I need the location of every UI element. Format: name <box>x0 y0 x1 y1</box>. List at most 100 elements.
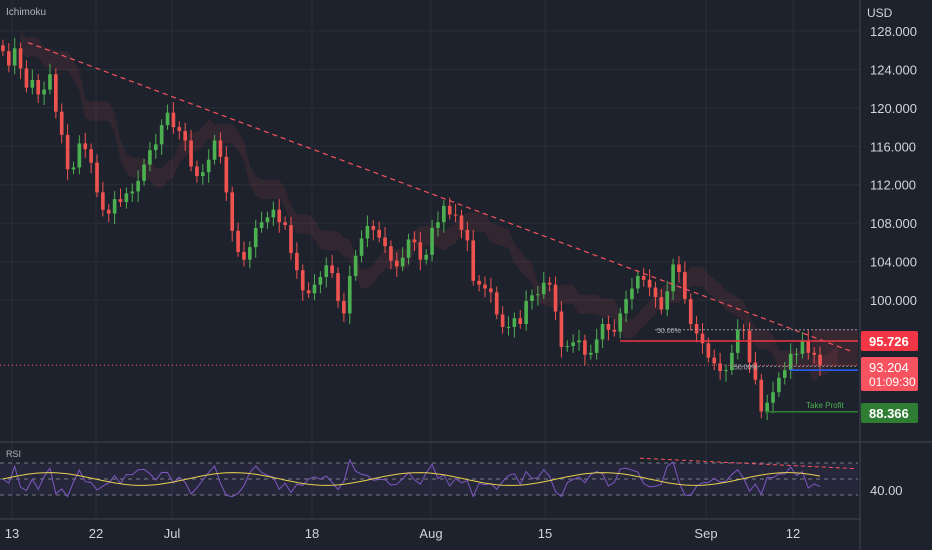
candle-body <box>542 283 546 295</box>
candle-body <box>66 135 70 170</box>
candle-body <box>172 113 176 127</box>
candle-body <box>783 370 787 378</box>
candle-body <box>125 193 129 202</box>
candle-body <box>789 354 793 370</box>
candle-body <box>507 327 511 328</box>
candle-body <box>25 68 29 87</box>
candle-body <box>289 225 293 253</box>
time-tick: 18 <box>305 526 319 541</box>
candle-body <box>454 214 458 215</box>
candle-body <box>225 157 229 193</box>
candle-body <box>677 264 681 272</box>
candle-body <box>513 318 517 327</box>
rsi-label: RSI <box>6 449 21 459</box>
candle-body <box>430 228 434 255</box>
candle-body <box>718 363 722 371</box>
candle-body <box>448 206 452 215</box>
candle-body <box>371 226 375 230</box>
candle-body <box>654 288 658 298</box>
take-profit-value: 88.366 <box>869 406 909 421</box>
candle-body <box>101 192 105 209</box>
candle-body <box>342 301 346 313</box>
candle-body <box>630 288 634 299</box>
candle-body <box>307 290 311 293</box>
countdown-value: 01:09:30 <box>869 375 916 389</box>
candle-body <box>501 314 505 326</box>
candle-body <box>377 230 381 238</box>
candle-body <box>660 297 664 309</box>
price-tick: 124.000 <box>870 62 917 77</box>
candle-body <box>36 80 40 94</box>
current-price-value: 93.204 <box>869 360 909 375</box>
candle-body <box>236 231 240 252</box>
candle-body <box>160 125 164 144</box>
price-tick: 120.000 <box>870 101 917 116</box>
time-tick: 22 <box>89 526 103 541</box>
candle-body <box>648 280 652 288</box>
candle-body <box>183 131 187 141</box>
candle-body <box>89 149 93 162</box>
candle-body <box>148 150 152 164</box>
fib-top-label: 50.00% <box>657 328 681 335</box>
candle-body <box>477 281 481 285</box>
candle-body <box>42 90 46 95</box>
candle-body <box>683 272 687 299</box>
candle-body <box>154 144 158 150</box>
candle-body <box>189 141 193 167</box>
candle-body <box>1 45 5 51</box>
candle-body <box>260 222 264 228</box>
candle-body <box>330 265 334 273</box>
candle-body <box>724 370 728 371</box>
candle-body <box>413 239 417 242</box>
take-profit-badge[interactable]: 88.366 <box>861 403 918 423</box>
price-tick: 116.000 <box>870 139 916 154</box>
candle-body <box>177 127 181 131</box>
candle-body <box>324 265 328 277</box>
candle-body <box>577 340 581 342</box>
candle-body <box>548 283 552 285</box>
candle-body <box>83 143 87 149</box>
price-tick: 104.000 <box>870 255 917 270</box>
candle-body <box>31 80 35 88</box>
time-tick: Jul <box>164 526 181 541</box>
candle-body <box>230 192 234 230</box>
candle-body <box>418 242 422 259</box>
candle-body <box>366 226 370 238</box>
candle-body <box>748 331 752 363</box>
candle-body <box>401 258 405 267</box>
price-tick: 112.000 <box>870 178 916 193</box>
candle-body <box>518 318 522 324</box>
candle-body <box>395 261 399 267</box>
candle-body <box>436 222 440 228</box>
candle-body <box>671 264 675 291</box>
time-tick: 15 <box>538 526 552 541</box>
candle-body <box>777 378 781 392</box>
current-price-badge[interactable]: 93.204 01:09:30 <box>861 357 918 391</box>
resistance-value: 95.726 <box>869 334 909 349</box>
candle-body <box>13 48 17 65</box>
price-tick: 108.000 <box>870 216 917 231</box>
candle-body <box>130 191 134 193</box>
rsi-tick: 40.00 <box>870 483 903 498</box>
time-tick: 12 <box>786 526 800 541</box>
candle-body <box>771 392 775 403</box>
candle-body <box>471 240 475 280</box>
time-tick: Sep <box>694 526 717 541</box>
time-tick: 13 <box>5 526 19 541</box>
candle-body <box>624 299 628 313</box>
candle-body <box>48 74 52 89</box>
candle-body <box>195 166 199 176</box>
candle-body <box>219 141 223 157</box>
candle-body <box>242 252 246 260</box>
candle-body <box>554 285 558 312</box>
candle-body <box>689 299 693 324</box>
candle-body <box>166 113 170 125</box>
candle-body <box>136 181 140 192</box>
candle-body <box>295 253 299 270</box>
risk-zone <box>812 330 858 367</box>
candle-body <box>407 239 411 257</box>
resistance-badge[interactable]: 95.726 <box>861 331 918 351</box>
candle-body <box>589 353 593 355</box>
candle-body <box>95 163 99 193</box>
